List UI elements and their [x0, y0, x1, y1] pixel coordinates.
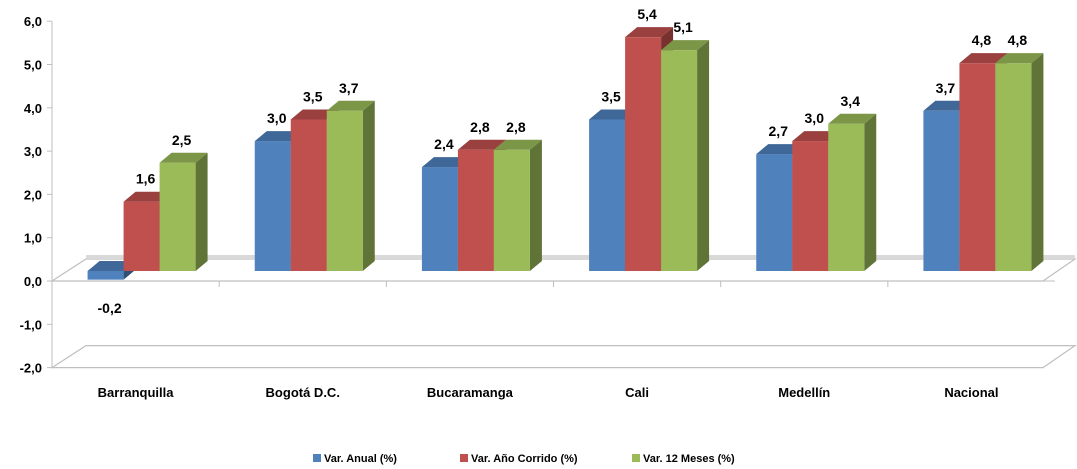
zero-plane-band — [86, 255, 1075, 259]
bar-front — [923, 110, 960, 271]
y-tick-label: 0,0 — [24, 274, 42, 289]
x-tick-label: Nacional — [944, 385, 998, 400]
data-label: 3,7 — [339, 80, 359, 96]
legend-swatch — [460, 454, 468, 462]
legend-swatch — [313, 454, 321, 462]
y-tick-label: -1,0 — [20, 317, 42, 332]
bar-top — [959, 53, 1008, 64]
bar-front — [756, 154, 793, 271]
bar-top — [995, 53, 1044, 64]
data-label: 4,8 — [972, 32, 992, 48]
y-tick-label: 1,0 — [24, 231, 42, 246]
bar-front — [87, 271, 124, 280]
legend-label: Var. Anual (%) — [324, 453, 397, 465]
x-tick-label: Barranquilla — [98, 385, 175, 400]
floor-plane — [49, 345, 1077, 369]
bar-side — [195, 152, 208, 271]
bar-front — [326, 110, 363, 271]
bar-top — [159, 152, 208, 163]
bar — [661, 40, 710, 271]
bar-front — [792, 141, 829, 271]
data-label: 3,4 — [841, 93, 861, 109]
bar — [493, 139, 542, 271]
y-tick-label: 2,0 — [24, 187, 42, 202]
bar — [159, 152, 208, 271]
x-tick-label: Cali — [625, 385, 649, 400]
bar-front — [589, 119, 626, 271]
data-label: 2,7 — [769, 123, 789, 139]
data-label: 4,8 — [1008, 32, 1028, 48]
bar-top — [457, 139, 506, 150]
bar-side — [864, 113, 877, 271]
bar-top — [828, 113, 877, 124]
data-label: 5,4 — [637, 6, 657, 22]
y-axis: -2,0 -1,0 0,0 1,0 2,0 3,0 4,0 5,0 6,0 — [20, 14, 1055, 376]
y-tick-label: 3,0 — [24, 144, 42, 159]
data-label: -0,2 — [98, 300, 122, 316]
y-tick-label: -2,0 — [20, 361, 42, 376]
bar-side — [529, 139, 542, 271]
data-label: 3,7 — [936, 80, 956, 96]
bar-top — [625, 27, 674, 38]
bar — [828, 113, 877, 271]
x-tick-label: Bogotá D.C. — [266, 385, 340, 400]
bar-top — [493, 139, 542, 150]
y-tick-label: 6,0 — [24, 14, 42, 29]
chart-floor — [49, 255, 1077, 369]
data-label: 3,0 — [267, 110, 287, 126]
legend-swatch — [632, 454, 640, 462]
bar-front — [254, 141, 291, 271]
bar-front — [828, 123, 865, 271]
bar — [995, 53, 1044, 271]
bar-side — [1031, 53, 1044, 271]
data-label: 2,8 — [470, 119, 490, 135]
legend: Var. Anual (%) Var. Año Corrido (%) Var. 1… — [313, 453, 735, 465]
bar-front — [959, 63, 996, 271]
bar-front — [123, 201, 160, 271]
legend-entry: Var. 12 Meses (%) — [632, 453, 735, 465]
bar-front — [159, 162, 196, 271]
bar-top — [87, 261, 136, 271]
bar — [326, 100, 375, 271]
bar-front — [661, 50, 698, 271]
data-label: 3,0 — [805, 110, 825, 126]
data-label: 2,8 — [506, 119, 526, 135]
x-tick-label: Medellín — [778, 385, 830, 400]
x-tick-label: Bucaramanga — [427, 385, 514, 400]
bar-front — [493, 149, 530, 271]
x-axis-categories: Barranquilla Bogotá D.C. Bucaramanga Cali Me… — [98, 385, 999, 400]
bars — [87, 27, 1044, 280]
data-label: 1,6 — [136, 171, 156, 187]
data-labels: -0,2 1,6 2,5 3,0 3,5 3,7 2,4 2,8 2,8 3,5 5,4 5,1 2,7… — [98, 6, 1028, 316]
bar-top — [326, 100, 375, 111]
y-tick-label: 5,0 — [24, 58, 42, 73]
bar-side — [697, 40, 710, 271]
bar-front — [995, 63, 1032, 271]
data-label: 5,1 — [673, 19, 693, 35]
bar-front — [290, 119, 327, 271]
y-tick-label: 4,0 — [24, 101, 42, 116]
legend-entry: Var. Año Corrido (%) — [460, 453, 578, 465]
data-label: 3,5 — [601, 88, 621, 104]
data-label: 2,5 — [172, 132, 192, 148]
bar-front — [457, 149, 494, 271]
legend-entry: Var. Anual (%) — [313, 453, 397, 465]
bar-front — [421, 167, 458, 271]
bar-side — [362, 100, 375, 271]
data-label: 3,5 — [303, 88, 323, 104]
data-label: 2,4 — [434, 136, 454, 152]
legend-label: Var. Año Corrido (%) — [471, 453, 578, 465]
bar-top — [661, 40, 710, 51]
bar-front — [625, 37, 662, 272]
legend-label: Var. 12 Meses (%) — [643, 453, 735, 465]
